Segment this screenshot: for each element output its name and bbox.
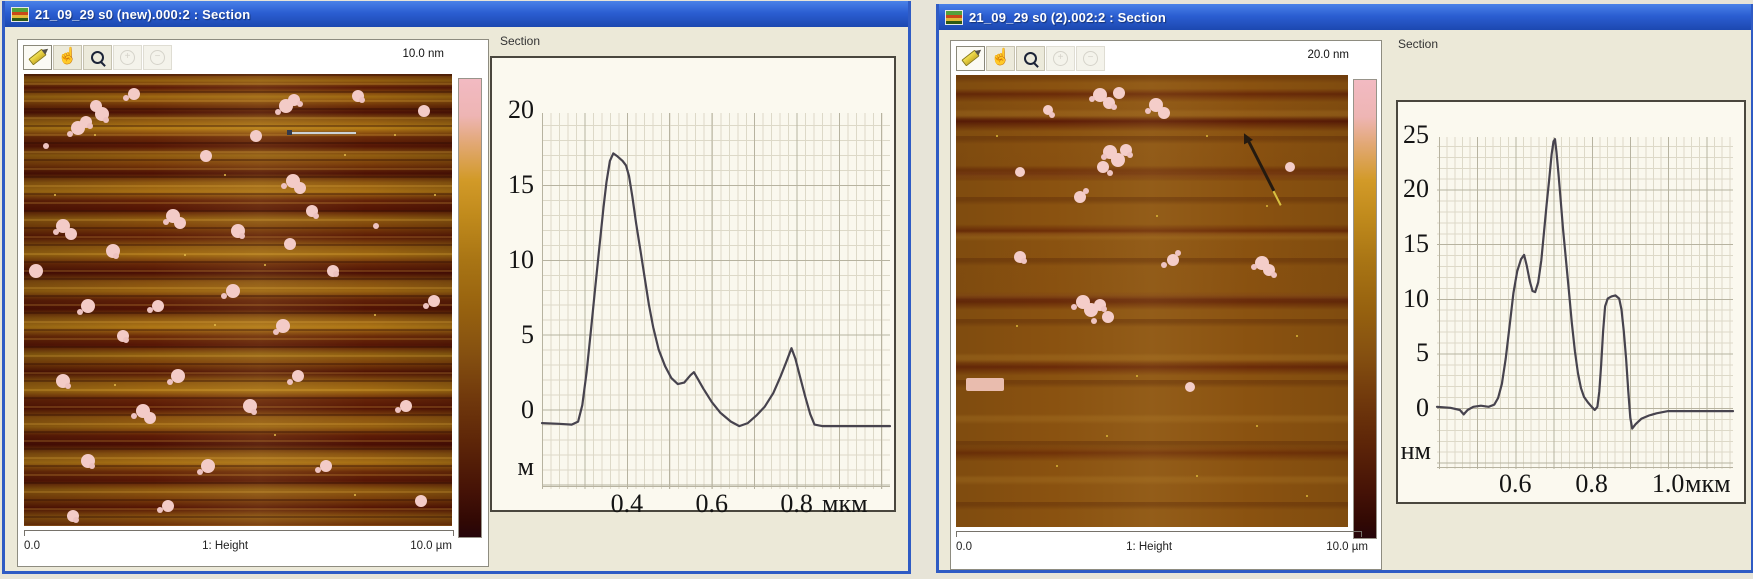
pan-tool-button[interactable]: ☝	[986, 45, 1015, 71]
y-tick-label: 15	[1403, 229, 1429, 259]
scan-status-row: 0.0 1: Height 10.0 µm	[24, 540, 452, 552]
y-tick-label: 15	[508, 169, 534, 199]
section-chart: нм мкм 25 20 15 10 5 0 0.6 0.8 1.0	[1396, 100, 1746, 504]
zoom-tool-button[interactable]	[83, 44, 112, 70]
window-title: 21_09_29 s0 (new).000:2 : Section	[35, 6, 251, 22]
scan-size-label: 10.0 µm	[1326, 541, 1368, 553]
y-tick-label: 10	[1403, 283, 1429, 313]
scan-status-row: 0.0 1: Height 10.0 µm	[956, 541, 1368, 553]
zoom-in-icon: +	[120, 49, 135, 65]
scan-size-label: 10.0 µm	[410, 540, 452, 552]
zoom-out-button[interactable]: −	[143, 44, 172, 70]
pencil-icon	[961, 49, 980, 67]
x-tick-label: 0.6	[695, 489, 729, 518]
zoom-out-button[interactable]: −	[1076, 45, 1105, 71]
height-color-scale	[1353, 79, 1377, 539]
afm-height-image[interactable]	[956, 75, 1348, 527]
pencil-icon	[28, 48, 47, 66]
measure-tool-button[interactable]	[23, 44, 52, 70]
y-tick-label: 10	[508, 244, 534, 274]
x-tick-label: 0.6	[1499, 469, 1532, 498]
profile-svg	[540, 152, 892, 428]
image-panel: ☝ + − 20.0 nm 0.0 1: Height 10.0 µm	[950, 40, 1382, 570]
x-tick-label: 0.4	[610, 489, 644, 518]
plot-area	[1435, 137, 1735, 469]
pale-patch	[966, 378, 1004, 391]
y-unit-label: нм	[1400, 436, 1431, 465]
hand-icon: ☝	[990, 49, 1011, 66]
y-tick-label: 5	[521, 319, 534, 349]
zoom-in-icon: +	[1053, 50, 1068, 66]
section-window-left: 21_09_29 s0 (new).000:2 : Section ☝ + − …	[2, 1, 911, 574]
titlebar[interactable]: 21_09_29 s0 (2).002:2 : Section	[939, 4, 1751, 30]
y-unit-label: м	[517, 452, 534, 481]
profile-curve	[540, 152, 892, 428]
scan-start-label: 0.0	[956, 541, 972, 553]
y-tick-label: 5	[1416, 338, 1429, 368]
scan-width-bracket	[956, 531, 1362, 537]
magnifier-icon	[1024, 51, 1037, 65]
y-tick-label: 0	[1416, 392, 1429, 422]
particle-clusters	[24, 74, 32, 82]
section-window-right: 21_09_29 s0 (2).002:2 : Section ☝ + − 20…	[936, 4, 1753, 573]
zoom-tool-button[interactable]	[1016, 45, 1045, 71]
section-chart: м мкм 20 15 10 5 0 0.4 0.6 0.8	[490, 56, 896, 517]
hand-icon: ☝	[57, 48, 78, 65]
y-tick-label: 20	[1403, 174, 1429, 204]
section-arrow-marker[interactable]	[1247, 140, 1276, 192]
magnifier-icon	[91, 50, 104, 64]
zoom-out-icon: −	[1083, 50, 1098, 66]
section-panel-title: Section	[500, 34, 541, 48]
section-panel-title: Section	[1398, 37, 1439, 51]
profile-svg	[1435, 138, 1735, 430]
zoom-out-icon: −	[150, 49, 165, 65]
colorbar-max-label: 10.0 nm	[402, 48, 444, 60]
scan-width-bracket	[24, 530, 454, 536]
particle-dots	[956, 75, 960, 79]
section-line-marker[interactable]	[287, 130, 356, 135]
toolbar: ☝ + −	[956, 45, 1106, 71]
y-tick-label: 20	[508, 95, 534, 124]
titlebar[interactable]: 21_09_29 s0 (new).000:2 : Section	[5, 1, 908, 27]
x-tick-label: 1.0	[1651, 469, 1685, 498]
toolbar: ☝ + −	[23, 44, 173, 70]
profile-curve	[1435, 138, 1735, 430]
app-icon	[945, 9, 963, 25]
colorbar-max-label: 20.0 nm	[1307, 49, 1349, 61]
y-tick-label: 25	[1403, 119, 1429, 149]
measure-tool-button[interactable]	[956, 45, 985, 71]
window-title: 21_09_29 s0 (2).002:2 : Section	[969, 9, 1166, 25]
height-color-scale	[458, 78, 482, 538]
channel-label: 1: Height	[202, 540, 249, 552]
afm-height-image[interactable]	[24, 74, 452, 526]
pan-tool-button[interactable]: ☝	[53, 44, 82, 70]
plot-area	[540, 113, 892, 489]
x-unit-label: мкм	[822, 489, 868, 518]
zoom-in-button[interactable]: +	[1046, 45, 1075, 71]
channel-label: 1: Height	[1126, 541, 1173, 553]
y-tick-label: 0	[521, 394, 534, 424]
scan-start-label: 0.0	[24, 540, 40, 552]
particle-dots	[24, 74, 28, 78]
image-panel: ☝ + − 10.0 nm 0.0 1: Height 10.0 µm	[17, 39, 489, 567]
x-unit-label: мкм	[1685, 469, 1731, 498]
x-tick-label: 0.8	[780, 489, 813, 518]
app-icon	[11, 6, 29, 22]
zoom-in-button[interactable]: +	[113, 44, 142, 70]
x-tick-label: 0.8	[1575, 469, 1608, 498]
small-specks	[24, 74, 26, 76]
small-specks	[956, 75, 958, 77]
particle-clusters	[956, 75, 964, 83]
